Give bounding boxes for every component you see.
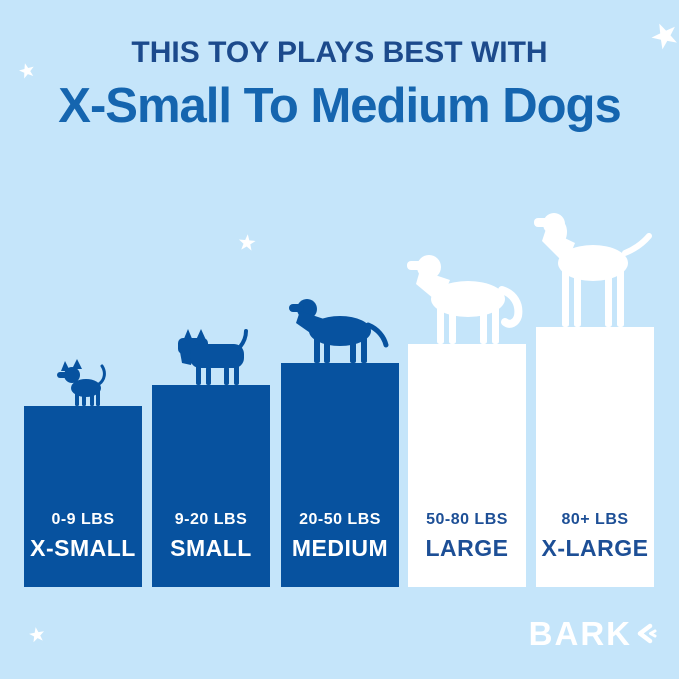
- bar-medium: 20-50 LBS MEDIUM: [281, 363, 399, 587]
- weight-range-label: 50-80 LBS: [426, 511, 508, 528]
- page-title: X-Small To Medium Dogs: [58, 79, 621, 133]
- bark-mouth-icon: [637, 623, 657, 644]
- weight-range-label: 20-50 LBS: [299, 511, 381, 528]
- size-label: LARGE: [425, 535, 509, 561]
- size-label: X-LARGE: [541, 535, 649, 561]
- weight-range-label: 80+ LBS: [561, 511, 629, 528]
- star-icon: [238, 234, 256, 251]
- weight-range-label: 0-9 LBS: [51, 511, 115, 528]
- bar-x-large: 80+ LBS X-LARGE: [536, 327, 654, 587]
- size-label: MEDIUM: [291, 535, 389, 561]
- labrador-icon: [289, 299, 389, 363]
- retriever-icon: [407, 255, 523, 344]
- terrier-icon: [178, 329, 248, 385]
- size-label: X-SMALL: [30, 535, 136, 561]
- bar-small: 9-20 LBS SMALL: [152, 385, 270, 587]
- chihuahua-icon: [57, 359, 106, 406]
- bar-x-small: 0-9 LBS X-SMALL: [24, 406, 142, 587]
- bark-logo: BARK: [529, 615, 657, 653]
- bark-logo-text: BARK: [528, 615, 632, 652]
- bar-large: 50-80 LBS LARGE: [408, 344, 526, 587]
- weight-range-label: 9-20 LBS: [174, 511, 248, 528]
- page-subtitle: THIS TOY PLAYS BEST WITH: [131, 36, 548, 69]
- header: THIS TOY PLAYS BEST WITH X-Small To Medi…: [0, 36, 679, 134]
- star-icon: [29, 627, 45, 643]
- size-label: SMALL: [170, 535, 252, 561]
- pointer-icon: [534, 213, 652, 327]
